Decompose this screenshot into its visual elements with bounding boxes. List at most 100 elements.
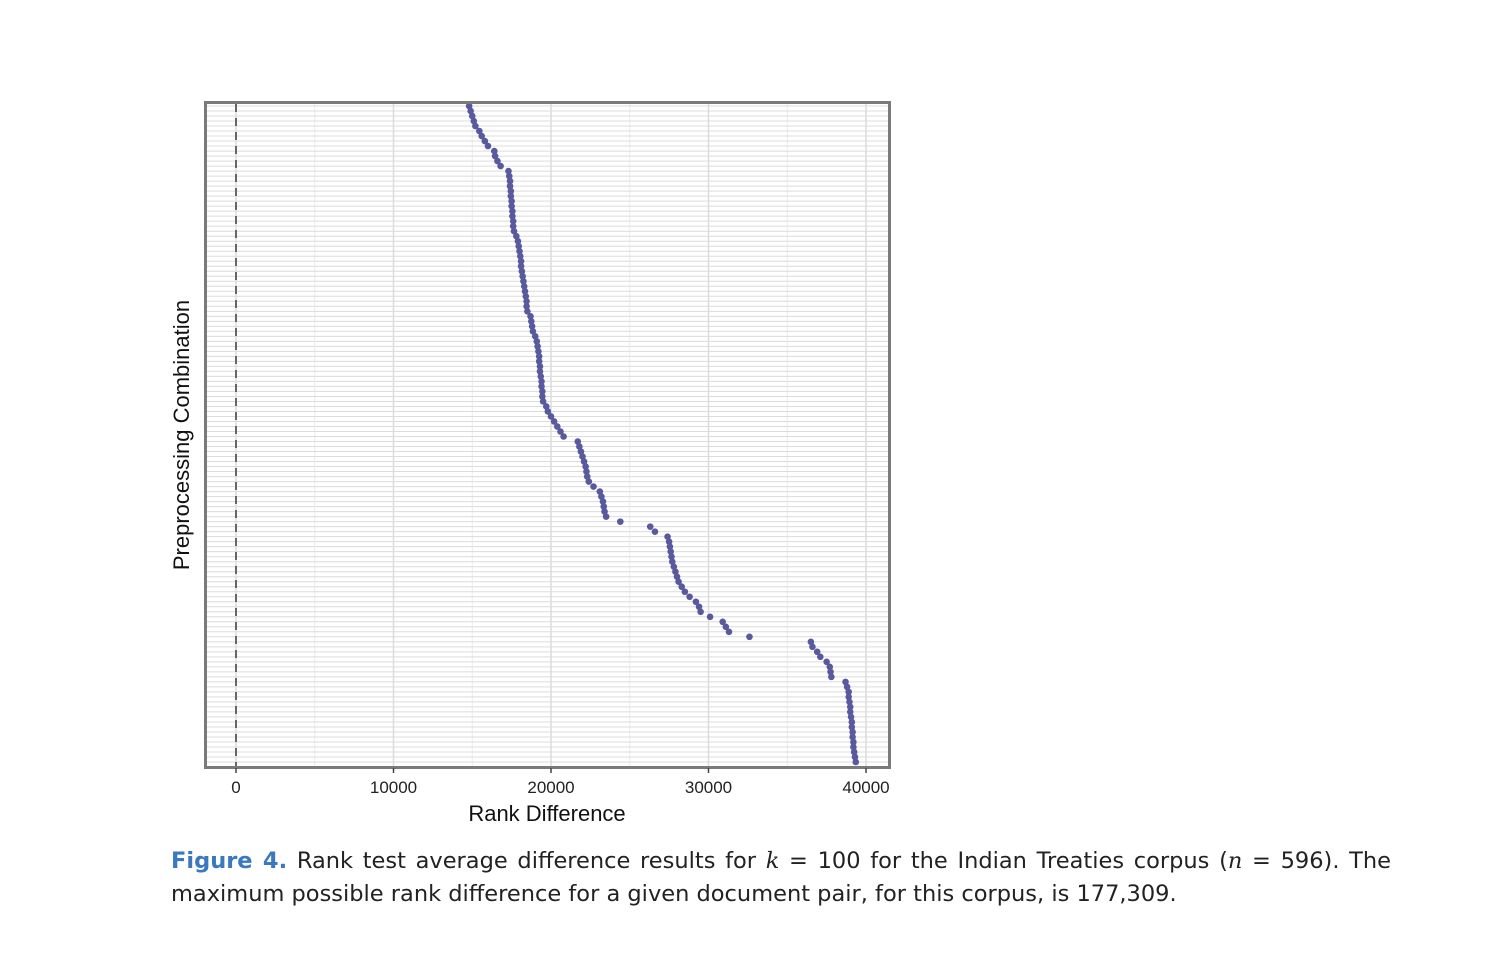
data-point <box>599 498 607 505</box>
data-point <box>531 333 539 340</box>
data-point <box>813 648 821 656</box>
data-point <box>850 748 858 756</box>
data-point <box>580 458 588 465</box>
data-point <box>518 267 526 275</box>
data-points <box>465 102 860 766</box>
data-point <box>516 247 523 255</box>
data-point <box>668 558 676 565</box>
data-point <box>686 593 693 601</box>
data-point <box>494 157 501 165</box>
data-point <box>845 693 852 701</box>
data-point <box>484 142 492 150</box>
x-tick-label: 10000 <box>370 778 417 797</box>
scatter-chart: 0 10000 20000 30000 40000 Rank Difference Pr… <box>169 101 891 826</box>
data-point <box>598 493 605 500</box>
data-point <box>537 373 545 380</box>
data-point <box>823 658 830 666</box>
x-tick-label: 20000 <box>527 778 574 797</box>
data-point <box>542 403 550 410</box>
data-point <box>722 623 730 631</box>
data-point <box>514 237 522 245</box>
data-point <box>666 543 674 550</box>
data-point <box>585 478 593 485</box>
n-symbol: n <box>1227 848 1243 874</box>
data-point <box>491 147 498 155</box>
data-point <box>544 408 552 415</box>
caption-text-1: Rank test average difference results for <box>287 848 766 874</box>
data-point <box>538 378 545 385</box>
data-point <box>746 633 753 641</box>
data-point <box>535 358 543 365</box>
data-point <box>510 227 518 235</box>
data-point <box>846 703 854 711</box>
data-point <box>523 297 530 305</box>
data-point <box>481 137 489 145</box>
data-point <box>668 553 675 560</box>
data-point <box>509 222 517 230</box>
data-point <box>506 177 514 185</box>
data-point <box>850 743 857 751</box>
data-point <box>673 573 681 581</box>
data-point <box>847 713 855 721</box>
data-point <box>478 132 486 140</box>
x-axis-title: Rank Difference <box>468 801 625 826</box>
data-point <box>851 753 859 761</box>
data-point <box>579 453 586 460</box>
x-tick-label: 40000 <box>842 778 889 797</box>
data-point <box>675 578 682 586</box>
caption-text-2: = 100 for the Indian Treaties corpus ( <box>779 848 1228 874</box>
data-point <box>505 167 512 175</box>
data-point <box>497 162 504 170</box>
data-point <box>507 192 515 200</box>
x-tick-label: 30000 <box>685 778 732 797</box>
data-point <box>846 708 854 716</box>
data-point <box>600 503 608 510</box>
data-point <box>467 107 474 115</box>
data-point <box>664 533 671 540</box>
x-axis-ticks: 0 10000 20000 30000 40000 <box>231 768 890 797</box>
data-point <box>651 528 659 535</box>
data-point <box>476 127 483 135</box>
data-point <box>509 212 516 220</box>
data-point <box>527 313 534 320</box>
data-point <box>665 538 673 545</box>
data-point <box>846 698 853 706</box>
data-point <box>590 483 597 490</box>
data-point <box>529 328 537 335</box>
caption-text-3: = 596). The maximum possible rank differ… <box>171 848 1391 907</box>
data-point <box>508 202 515 210</box>
figure-caption: Figure 4. Rank test average difference r… <box>171 845 1391 911</box>
x-tick-label: 0 <box>231 778 240 797</box>
data-point <box>509 217 517 225</box>
data-point <box>508 197 515 205</box>
data-point <box>528 323 536 330</box>
data-point <box>678 583 686 591</box>
data-point <box>522 292 530 300</box>
data-point <box>520 282 528 290</box>
data-point <box>574 438 582 445</box>
data-point <box>827 668 834 676</box>
data-point <box>516 252 524 260</box>
data-point <box>602 513 610 520</box>
data-point <box>539 388 546 395</box>
data-point <box>681 588 689 596</box>
data-point <box>843 683 851 691</box>
data-point <box>850 738 857 746</box>
data-point <box>576 443 583 450</box>
data-point <box>670 563 678 571</box>
data-point <box>817 653 824 661</box>
data-point <box>521 287 529 295</box>
data-point <box>509 207 516 215</box>
data-point <box>519 272 526 280</box>
data-point <box>848 718 856 726</box>
data-point <box>617 518 624 525</box>
grid-lines <box>206 104 889 766</box>
data-point <box>849 728 856 736</box>
data-point <box>554 423 561 430</box>
data-point <box>491 152 499 160</box>
data-point <box>560 433 567 440</box>
data-point <box>845 688 852 696</box>
data-point <box>472 122 479 130</box>
data-point <box>706 613 714 621</box>
data-point <box>809 643 816 651</box>
